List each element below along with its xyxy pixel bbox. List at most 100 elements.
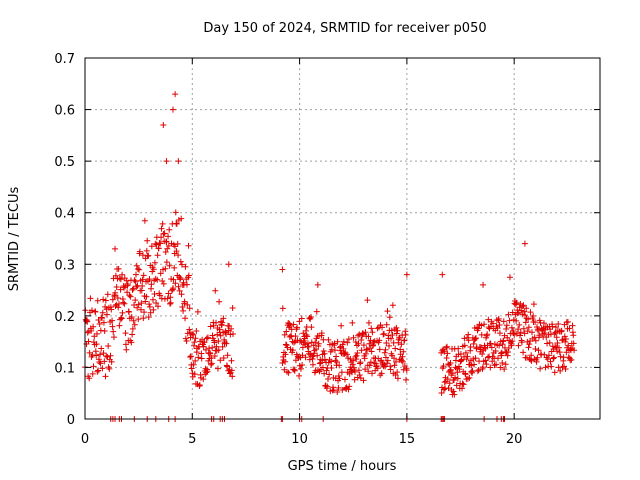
data-point <box>135 301 142 308</box>
data-point <box>169 106 176 113</box>
data-point <box>170 276 177 283</box>
data-point <box>340 338 347 345</box>
data-point <box>192 335 199 342</box>
data-point <box>225 261 232 268</box>
data-point <box>302 354 309 361</box>
data-point <box>518 307 525 314</box>
data-point <box>552 343 559 350</box>
data-point <box>164 295 171 302</box>
data-point <box>289 347 296 354</box>
data-point <box>548 363 555 370</box>
data-point <box>132 278 139 285</box>
data-point <box>545 352 552 359</box>
data-point <box>503 325 510 332</box>
data-point <box>121 300 128 307</box>
data-point <box>144 237 151 244</box>
data-point <box>145 252 152 259</box>
data-point <box>532 337 539 344</box>
data-point <box>570 332 577 339</box>
data-point <box>367 359 374 366</box>
data-point <box>166 300 173 307</box>
data-point <box>139 283 146 290</box>
data-point <box>561 333 568 340</box>
data-point <box>509 338 516 345</box>
data-point <box>112 289 119 296</box>
data-point <box>521 330 528 337</box>
data-point <box>134 265 141 272</box>
data-point <box>345 336 352 343</box>
data-point <box>190 361 197 368</box>
data-point <box>203 335 210 342</box>
data-point <box>394 327 401 334</box>
data-point <box>554 339 561 346</box>
data-point <box>552 324 559 331</box>
data-point <box>217 332 224 339</box>
data-point <box>154 252 161 259</box>
data-point <box>487 340 494 347</box>
data-point <box>542 364 549 371</box>
data-point <box>229 373 236 380</box>
data-point <box>134 304 141 311</box>
data-point <box>551 369 558 376</box>
data-point <box>119 271 126 278</box>
data-point <box>182 315 189 322</box>
data-point <box>387 335 394 342</box>
data-point <box>523 315 530 322</box>
data-point <box>513 330 520 337</box>
data-point <box>110 334 117 341</box>
data-point <box>96 320 103 327</box>
data-point <box>175 252 182 259</box>
data-point <box>511 331 518 338</box>
data-point <box>102 373 109 380</box>
data-point <box>474 368 481 375</box>
data-point <box>126 292 133 299</box>
data-point <box>122 330 129 337</box>
data-point <box>186 326 193 333</box>
data-point <box>306 356 313 363</box>
data-point <box>399 358 406 365</box>
data-point <box>533 358 540 365</box>
data-point <box>447 367 454 374</box>
data-point <box>109 317 116 324</box>
data-point <box>365 319 372 326</box>
data-point <box>228 357 235 364</box>
data-point <box>338 322 345 329</box>
data-point <box>472 355 479 362</box>
data-point <box>112 245 119 252</box>
data-point <box>521 240 528 247</box>
data-point <box>313 308 320 315</box>
data-point <box>508 324 515 331</box>
data-point <box>303 331 310 338</box>
data-point <box>343 351 350 358</box>
data-point <box>349 319 356 326</box>
data-point <box>513 317 520 324</box>
data-point <box>195 354 202 361</box>
data-point <box>550 355 557 362</box>
data-point <box>382 363 389 370</box>
data-point <box>356 371 363 378</box>
data-point <box>360 377 367 384</box>
data-point <box>514 310 521 317</box>
data-point <box>154 276 161 283</box>
data-point <box>97 351 104 358</box>
data-point <box>465 331 472 338</box>
data-point <box>546 339 553 346</box>
data-point <box>171 264 178 271</box>
data-point <box>520 325 527 332</box>
data-point <box>127 293 134 300</box>
data-point <box>400 348 407 355</box>
data-point <box>151 291 158 298</box>
data-point <box>175 283 182 290</box>
data-point <box>143 247 150 254</box>
data-point <box>224 352 231 359</box>
data-point <box>403 367 410 374</box>
data-point <box>178 215 185 222</box>
data-point <box>326 356 333 363</box>
data-point <box>215 346 222 353</box>
data-point <box>166 262 173 269</box>
data-point <box>141 217 148 224</box>
data-point <box>376 346 383 353</box>
data-point <box>361 355 368 362</box>
data-point <box>282 341 289 348</box>
data-point <box>451 391 458 398</box>
